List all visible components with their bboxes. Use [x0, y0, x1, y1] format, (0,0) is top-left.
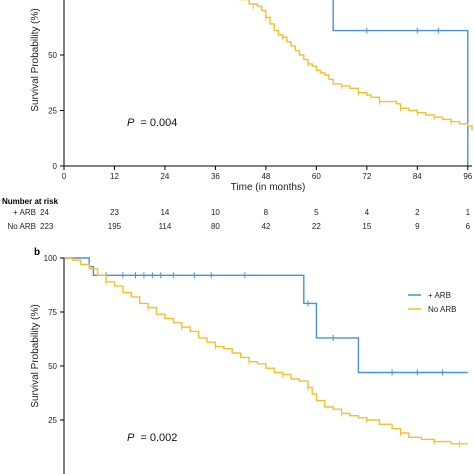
- panel-a-x-tick-label: 60: [312, 172, 321, 181]
- panel-a-x-tick-label: 36: [211, 172, 220, 181]
- panel-a-series: [235, 0, 473, 166]
- panel-b-y-tick-label: 50: [48, 362, 57, 371]
- panel-b-legend: + ARB No ARB: [408, 291, 456, 314]
- panel-a-x-tick-label: 96: [463, 172, 472, 181]
- risk-cell-arb: 5: [314, 208, 319, 217]
- panel-b-noarb-curve: [64, 257, 468, 445]
- risk-cell-noarb: 195: [108, 222, 122, 231]
- risk-row-label-arb: + ARB: [13, 208, 36, 217]
- panel-a-x-tick-label: 84: [413, 172, 422, 181]
- risk-cell-arb: 10: [211, 208, 220, 217]
- risk-cell-noarb: 80: [211, 222, 220, 231]
- panel-b-arb-curve: [64, 257, 468, 374]
- panel-a-p-value: P = 0.004: [127, 117, 177, 129]
- legend-label-arb: + ARB: [428, 291, 451, 300]
- panel-b-series: [64, 257, 468, 447]
- risk-cell-arb: 23: [110, 208, 119, 217]
- risk-cell-noarb: 9: [415, 222, 420, 231]
- risk-cell-arb: 2: [415, 208, 420, 217]
- risk-cell-noarb: 223: [40, 222, 54, 231]
- number-at-risk-table: Number at risk + ARB No ARB 24 23 14 10 8 5 4 2…: [2, 197, 471, 231]
- panel-b-y-tick-label: 75: [48, 308, 57, 317]
- panel-a-x-tick-label: 12: [110, 172, 119, 181]
- risk-cell-arb: 24: [40, 208, 49, 217]
- panel-a-y-tick-label: 0: [53, 162, 58, 171]
- p-value-a: = 0.004: [140, 117, 177, 129]
- risk-cell-arb: 14: [160, 208, 169, 217]
- risk-table-header: Number at risk: [2, 197, 59, 206]
- panel-b-y-axis-label: Survival Probability (%): [30, 304, 41, 407]
- risk-cell-noarb: 42: [261, 222, 270, 231]
- panel-a-y-axis-label: Survival Probability (%): [30, 8, 41, 111]
- legend-label-noarb: No ARB: [428, 305, 456, 314]
- panel-a-x-tick-label: 0: [62, 172, 67, 181]
- risk-cell-noarb: 15: [362, 222, 371, 231]
- p-label-a: P: [127, 117, 135, 129]
- panel-a-x-tick-label: 24: [160, 172, 169, 181]
- panel-a-x-tick-label: 48: [261, 172, 270, 181]
- risk-cell-noarb: 114: [159, 222, 172, 231]
- panel-a-y-tick-label: 25: [48, 107, 57, 116]
- panel-b-y-ticks: 25 50 75 100: [44, 254, 64, 425]
- panel-a-y-tick-label: 50: [48, 51, 57, 60]
- panel-a-x-axis-label: Time (in months): [231, 182, 306, 193]
- panel-b-y-tick-label: 25: [48, 416, 57, 425]
- panel-a-noarb-curve: [240, 0, 473, 131]
- risk-cell-noarb: 6: [466, 222, 471, 231]
- panel-a-arb-curve: [332, 0, 469, 166]
- panel-b-y-tick-label: 100: [44, 254, 58, 263]
- risk-row-label-noarb: No ARB: [8, 222, 36, 231]
- risk-cell-noarb: 22: [312, 222, 321, 231]
- panel-a-chart: 0 12 24 36 48 60 72 84 96 0 25 50 Survival Probabi…: [30, 0, 473, 193]
- risk-cell-arb: 1: [466, 208, 471, 217]
- risk-cell-arb: 8: [264, 208, 269, 217]
- panel-b-p-value: P = 0.002: [127, 432, 177, 444]
- panel-a-x-tick-label: 72: [362, 172, 371, 181]
- panel-b-chart: b 25 50 75 100 Survival Probability (%) P =…: [30, 247, 468, 474]
- panel-b-label: b: [34, 247, 40, 258]
- panel-a-x-ticks: 0 12 24 36 48 60 72 84 96: [62, 166, 473, 181]
- panel-a-y-ticks: 0 25 50: [48, 51, 64, 171]
- risk-cell-arb: 4: [365, 208, 370, 217]
- p-value-b: = 0.002: [140, 432, 177, 444]
- p-label-b: P: [127, 432, 135, 444]
